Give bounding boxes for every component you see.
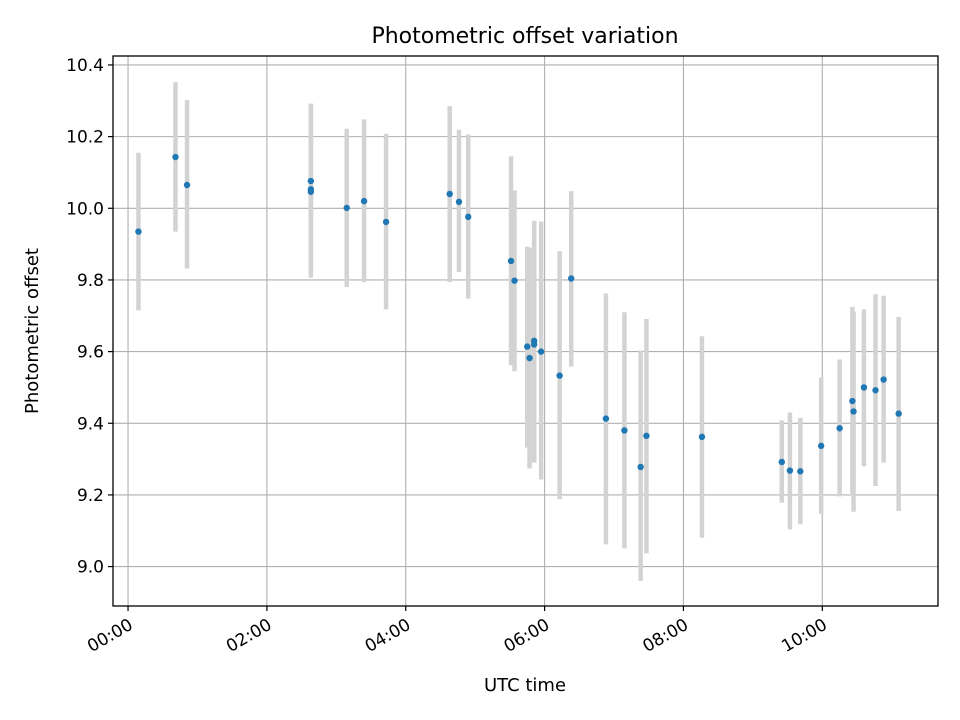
plot-frame (112, 55, 939, 607)
data-point (307, 177, 315, 185)
data-point (817, 442, 825, 450)
y-tick-label: 9.4 (77, 414, 104, 434)
data-point (872, 387, 879, 394)
y-tick-label: 9.2 (77, 486, 104, 506)
y-tick-label: 9.6 (77, 343, 104, 363)
data-point (849, 397, 856, 405)
y-tick-label: 10.4 (66, 56, 104, 76)
data-point (507, 257, 515, 265)
data-point (895, 410, 902, 417)
data-point (524, 343, 531, 350)
data-point (537, 348, 545, 355)
data-point (526, 354, 533, 362)
data-point (382, 218, 390, 226)
data-point (360, 197, 368, 205)
data-point (880, 376, 887, 383)
y-tick-label: 10.0 (66, 199, 104, 219)
data-point (172, 153, 179, 161)
y-tick-label: 10.2 (66, 128, 104, 148)
data-point (568, 275, 575, 282)
data-point (778, 458, 785, 466)
y-tick-label: 9.8 (77, 271, 104, 291)
data-point (530, 341, 538, 348)
data-point (698, 433, 706, 441)
data-point (135, 228, 142, 235)
y-axis-ticks: 9.0 9.2 9.4 9.6 9.8 10.0 10.2 10.4 (66, 56, 113, 578)
data-point (183, 181, 191, 189)
data-point (307, 188, 315, 195)
data-point (343, 204, 350, 212)
y-tick-label: 9.0 (77, 558, 104, 578)
data-point (637, 463, 644, 471)
x-axis-label: UTC time (484, 675, 566, 696)
data-point (797, 468, 804, 475)
data-point (511, 277, 518, 284)
data-point (455, 198, 463, 206)
data-point (860, 384, 868, 391)
data-point (602, 415, 610, 422)
data-point (786, 467, 794, 474)
data-point (556, 372, 563, 379)
data-point (850, 408, 857, 415)
data-point (643, 432, 650, 440)
data-point (836, 425, 843, 432)
data-points (135, 153, 902, 475)
data-point (446, 190, 453, 198)
data-point (621, 427, 628, 434)
y-axis-label: Photometric offset (22, 248, 43, 414)
data-point (465, 213, 472, 221)
chart-title: Photometric offset variation (371, 24, 678, 49)
grid (113, 56, 938, 606)
